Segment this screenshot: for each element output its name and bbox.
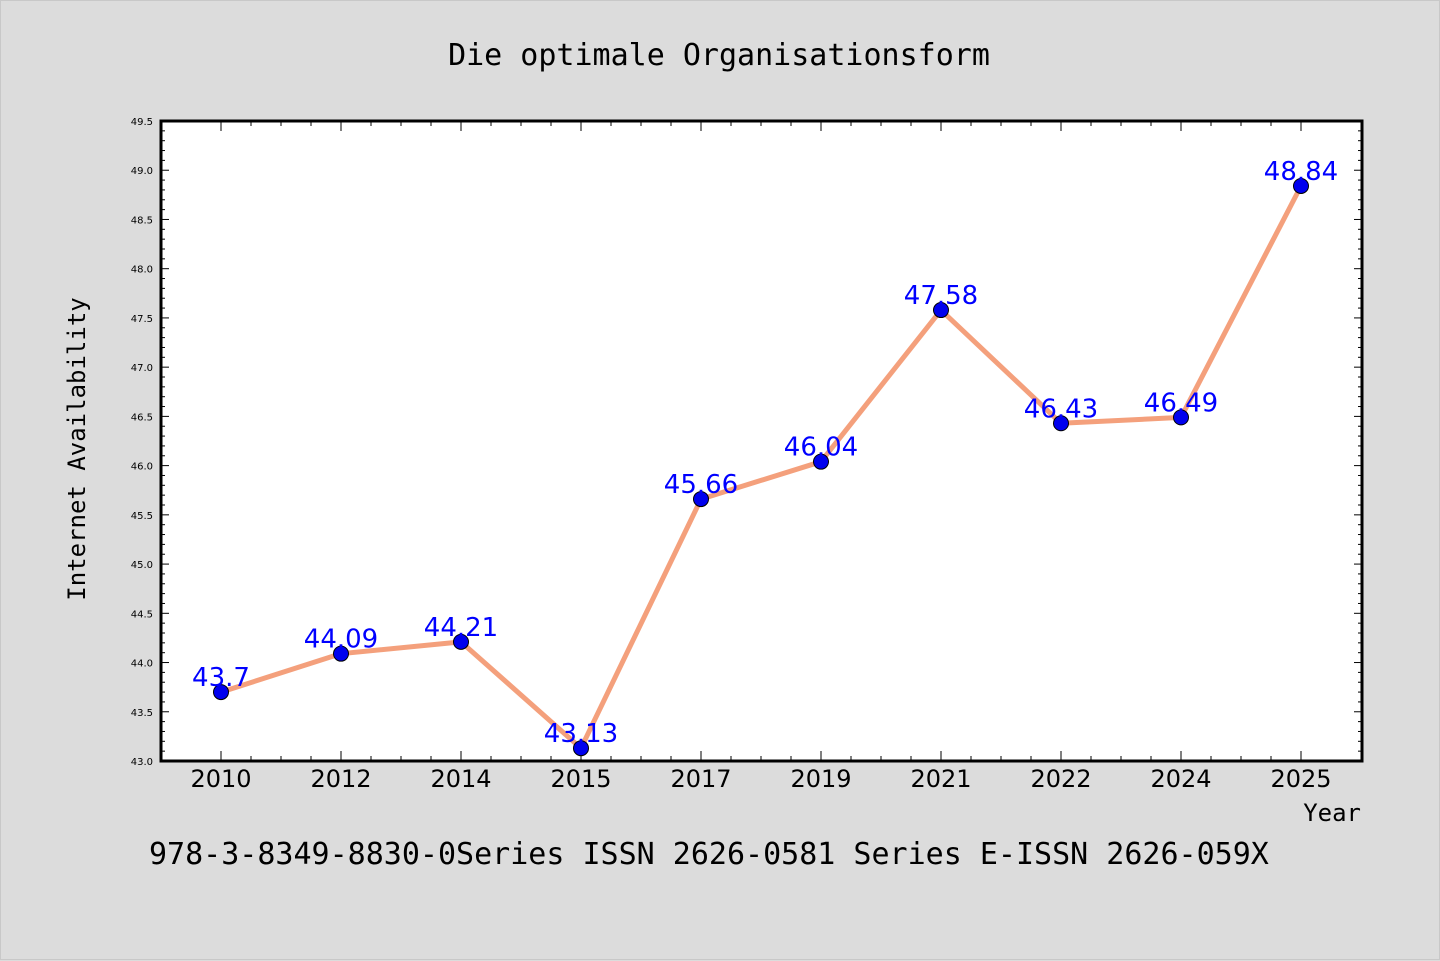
data-label: 44.21	[424, 613, 498, 643]
data-point	[933, 302, 949, 319]
x-tick-label: 2022	[1030, 765, 1091, 793]
y-tick-label: 49.5	[131, 117, 153, 128]
data-point	[213, 684, 229, 701]
y-axis-label: Internet Availability	[63, 297, 91, 600]
data-label: 43.13	[544, 719, 618, 749]
y-tick-label: 44.5	[131, 609, 153, 620]
x-axis-label: Year	[1303, 799, 1361, 827]
y-tick-label: 49.0	[131, 166, 153, 177]
y-axis: 43.0 43.5 44.0 44.5 45.0 45.5 46.0 46.5 47.0 47.5…	[131, 117, 1362, 768]
y-tick-label: 45.0	[131, 560, 153, 571]
x-tick-label: 2025	[1270, 765, 1331, 793]
x-tick-label: 2019	[790, 765, 851, 793]
data-label: 43.7	[192, 663, 250, 693]
data-point	[1173, 409, 1189, 426]
data-point	[1293, 177, 1309, 194]
y-tick-label: 46.0	[131, 462, 153, 473]
x-tick-label: 2024	[1150, 765, 1211, 793]
data-label: 46.49	[1144, 388, 1218, 418]
footer-text: 978-3-8349-8830-0Series ISSN 2626-0581 S…	[149, 837, 1269, 872]
y-tick-label: 43.5	[131, 708, 153, 719]
data-label: 45.66	[664, 470, 738, 500]
data-label: 48.84	[1264, 157, 1338, 187]
data-label: 47.58	[904, 281, 978, 311]
x-axis: 2010 2012 2014 2015 2017 2019 2021 2022 2024 2025	[190, 121, 1332, 793]
x-tick-label: 2017	[670, 765, 731, 793]
data-point	[573, 740, 589, 757]
data-point	[1053, 415, 1069, 432]
y-tick-label: 47.5	[131, 314, 153, 325]
x-tick-label: 2012	[310, 765, 371, 793]
x-tick-label: 2014	[430, 765, 491, 793]
data-point	[813, 453, 829, 470]
series-layer: 43.7 44.09 44.21 43.13 45.66 46.04 47.58 46.43 4…	[192, 157, 1338, 757]
x-tick-label: 2010	[190, 765, 251, 793]
x-tick-label: 2021	[910, 765, 971, 793]
y-tick-label: 47.0	[131, 363, 153, 374]
chart-title: Die optimale Organisationsform	[448, 38, 990, 73]
data-label: 44.09	[304, 625, 378, 655]
x-tick-label: 2015	[550, 765, 611, 793]
y-tick-label: 46.5	[131, 412, 153, 423]
data-point	[453, 633, 469, 650]
data-point	[333, 645, 349, 662]
data-label: 46.04	[784, 433, 858, 463]
data-point	[693, 491, 709, 508]
y-tick-label: 48.0	[131, 265, 153, 276]
y-tick-label: 48.5	[131, 215, 153, 226]
y-tick-label: 45.5	[131, 511, 153, 522]
plot-area	[159, 119, 1364, 763]
data-label: 46.43	[1024, 394, 1098, 424]
y-tick-label: 43.0	[131, 757, 153, 768]
y-tick-label: 44.0	[131, 659, 153, 670]
series-line	[220, 184, 1304, 751]
